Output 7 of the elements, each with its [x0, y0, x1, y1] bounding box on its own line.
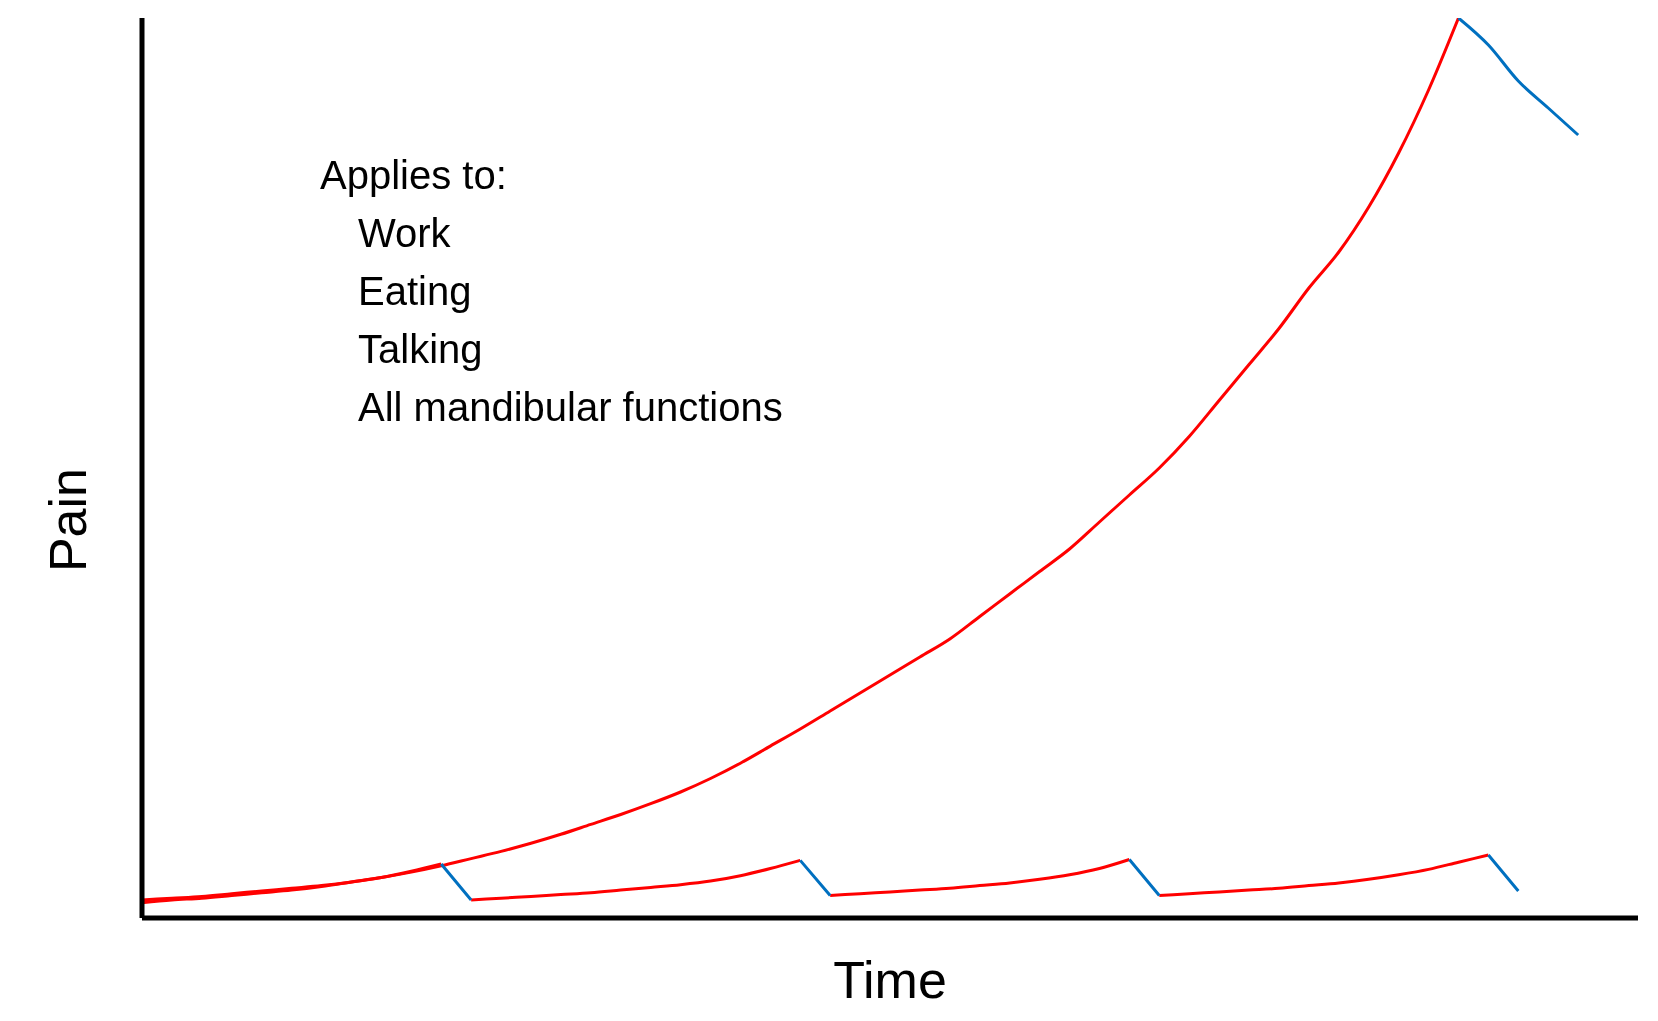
annotation: Talking	[357, 326, 484, 373]
annotation: Eating	[357, 268, 473, 315]
annotation: All mandibular functions	[357, 384, 783, 431]
y-axis-title: Pain	[39, 468, 98, 573]
annotation: Work	[357, 210, 452, 257]
x-axis-title: Time	[833, 951, 947, 1009]
annotation: Applies to:	[320, 152, 508, 199]
